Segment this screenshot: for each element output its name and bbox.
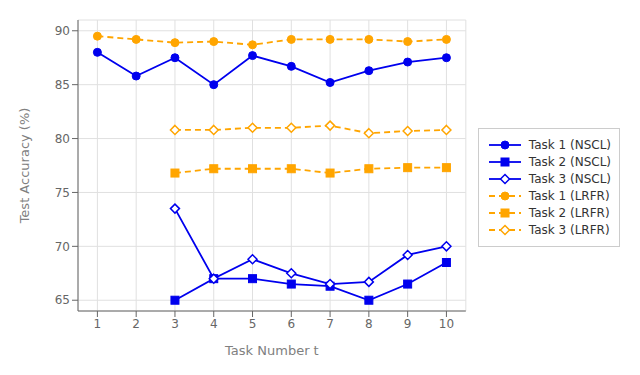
svg-text:6: 6: [287, 317, 295, 331]
svg-text:10: 10: [439, 317, 454, 331]
svg-text:5: 5: [249, 317, 257, 331]
svg-text:75: 75: [55, 186, 70, 200]
svg-text:3: 3: [171, 317, 179, 331]
svg-text:2: 2: [132, 317, 140, 331]
svg-text:Test Accuracy (%): Test Accuracy (%): [17, 108, 32, 225]
html-text:Task 3 (NSCL): Task 3 (NSCL): [528, 172, 611, 186]
svg-text:80: 80: [55, 132, 70, 146]
svg-text:8: 8: [365, 317, 373, 331]
svg-text:90: 90: [55, 24, 70, 38]
svg-text:9: 9: [404, 317, 412, 331]
svg-text:4: 4: [210, 317, 218, 331]
html-text:Task 3 (LRFR): Task 3 (LRFR): [528, 223, 610, 237]
html-text:Task 2 (LRFR): Task 2 (LRFR): [528, 206, 610, 220]
svg-text:1: 1: [94, 317, 102, 331]
svg-text:85: 85: [55, 78, 70, 92]
html-text:Task 1 (LRFR): Task 1 (LRFR): [528, 189, 610, 203]
svg-text:7: 7: [326, 317, 334, 331]
svg-text:70: 70: [55, 240, 70, 254]
html-text:Task 1 (NSCL): Task 1 (NSCL): [528, 138, 611, 152]
html-text:Task 2 (NSCL): Task 2 (NSCL): [528, 155, 611, 169]
svg-text:65: 65: [55, 293, 70, 307]
svg-text:Task Number t: Task Number t: [224, 343, 319, 358]
